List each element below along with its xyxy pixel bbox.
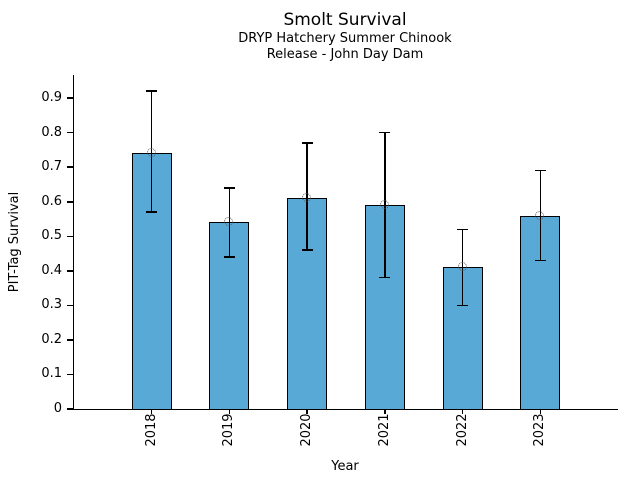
plot-area: 0 0.1 0.2 0.3 0.4 0.5 0.6 0.7 0.8 0.9 2018 2019 2020… bbox=[41, 75, 618, 447]
x-tick bbox=[228, 409, 231, 414]
data-point-marker bbox=[379, 200, 389, 210]
error-bar-cap-high bbox=[457, 228, 469, 231]
x-tick bbox=[150, 409, 153, 414]
y-tick-label: 0.2 bbox=[41, 331, 62, 347]
y-axis-label-text: PIT-Tag Survival bbox=[7, 191, 22, 293]
y-tick-label: 0.5 bbox=[41, 228, 62, 244]
chart-subtitle-line-2: Release - John Day Dam bbox=[266, 47, 424, 62]
error-bar-cap-high bbox=[534, 169, 546, 172]
title-block: Smolt Survival DRYP Hatchery Summer Chin… bbox=[73, 10, 617, 63]
y-tick-label: 0.8 bbox=[41, 124, 62, 140]
error-bar-cap-high bbox=[146, 90, 158, 92]
y-tick bbox=[66, 373, 73, 376]
x-tick bbox=[384, 409, 386, 414]
chart-subtitle-line-1: DRYP Hatchery Summer Chinook bbox=[238, 31, 452, 46]
y-tick-label: 0.6 bbox=[41, 193, 62, 209]
y-tick-label: 0.7 bbox=[41, 159, 62, 175]
y-tick bbox=[66, 235, 73, 238]
y-tick bbox=[66, 97, 73, 99]
error-bar-cap-low bbox=[301, 249, 313, 251]
data-point-marker bbox=[302, 193, 312, 203]
x-tick bbox=[306, 409, 308, 414]
y-tick bbox=[66, 131, 73, 134]
x-tick bbox=[461, 409, 464, 414]
y-tick bbox=[66, 304, 73, 307]
y-tick-label: 0.1 bbox=[41, 366, 62, 382]
y-axis-label: PIT-Tag Survival bbox=[7, 142, 23, 342]
error-bar-cap-low bbox=[379, 276, 391, 279]
error-bar-cap-high bbox=[379, 131, 391, 134]
y-tick-label: 0 bbox=[53, 401, 62, 416]
data-point-marker bbox=[146, 148, 156, 158]
y-tick bbox=[66, 201, 73, 203]
y-tick bbox=[66, 270, 73, 272]
y-tick-label: 0.9 bbox=[41, 90, 62, 106]
y-tick bbox=[66, 166, 73, 168]
y-tick bbox=[66, 339, 73, 341]
x-axis-label: Year bbox=[73, 459, 617, 474]
error-bar-cap-low bbox=[457, 304, 469, 307]
chart-title: Smolt Survival bbox=[283, 10, 407, 30]
x-tick bbox=[539, 409, 542, 414]
error-bar-cap-high bbox=[223, 187, 235, 189]
error-bar-cap-low bbox=[534, 259, 546, 262]
y-tick-label: 0.3 bbox=[41, 297, 62, 313]
data-point-marker bbox=[535, 210, 545, 220]
y-tick bbox=[66, 408, 73, 410]
error-bar-cap-low bbox=[146, 211, 158, 213]
y-tick-label: 0.4 bbox=[41, 262, 62, 278]
data-point-marker bbox=[457, 262, 467, 272]
x-axis-label-text: Year bbox=[331, 459, 359, 474]
error-bar-cap-low bbox=[223, 256, 235, 258]
error-bar-cap-high bbox=[301, 142, 313, 144]
